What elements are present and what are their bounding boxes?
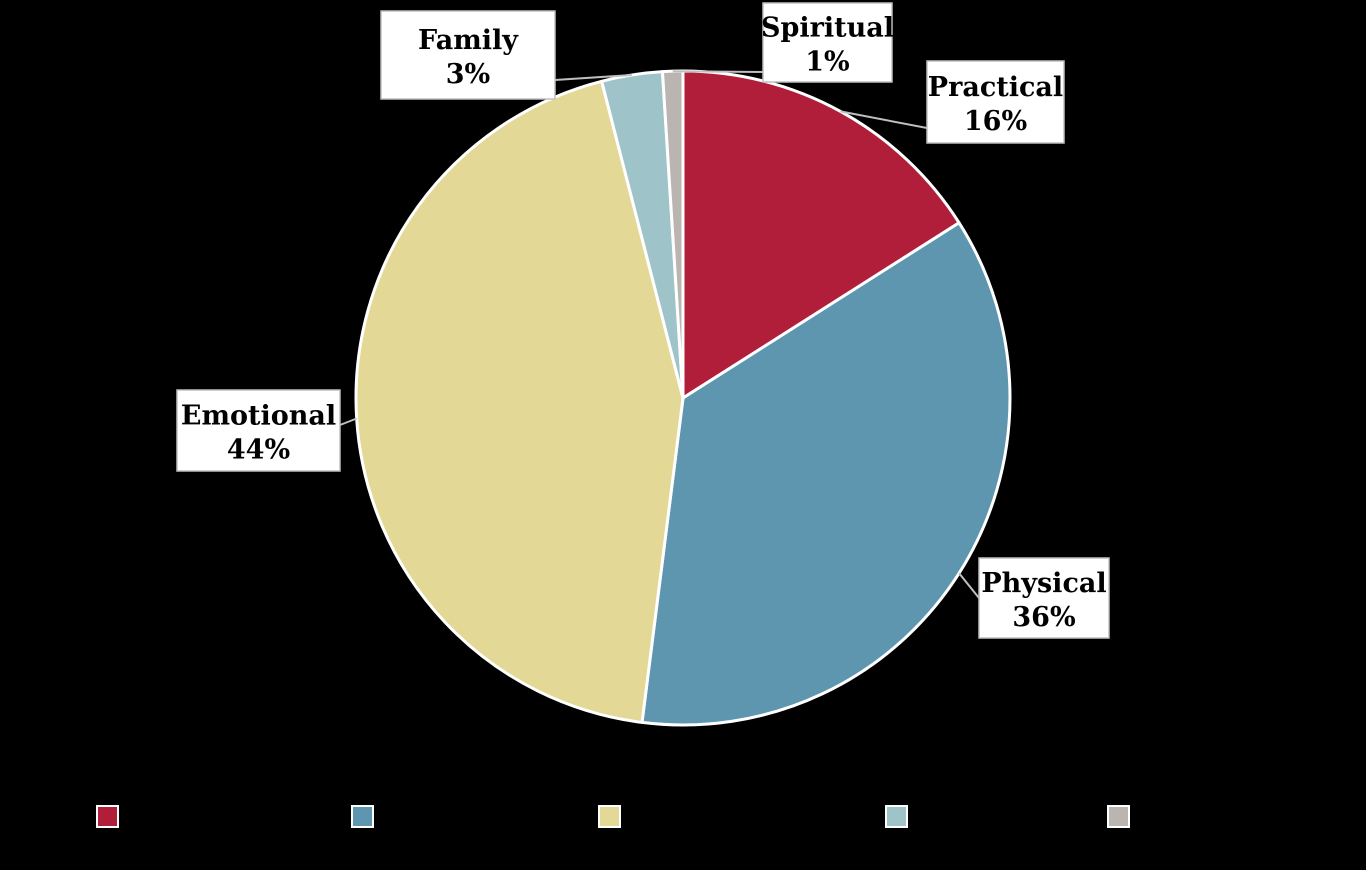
data-label-category: Spiritual	[761, 13, 894, 44]
data-label-category: Family	[418, 25, 519, 56]
legend-label: Spiritual	[1138, 805, 1226, 829]
pie-slice-emotional	[354, 79, 685, 724]
data-label-box	[978, 557, 1110, 639]
legend-label: Physical	[382, 805, 466, 829]
data-label-percent: 3%	[446, 59, 490, 90]
data-label-category: Physical	[981, 568, 1106, 599]
leader-line-practical	[840, 110, 928, 129]
data-label-category: Emotional	[181, 401, 336, 432]
legend-swatch	[1107, 805, 1130, 828]
data-label-box	[380, 10, 556, 100]
legend-item-spiritual: Spiritual	[1107, 805, 1226, 829]
legend-label: Emotional	[629, 805, 732, 829]
leader-line-spiritual	[672, 70, 764, 73]
data-label-percent: 44%	[227, 435, 290, 466]
data-label-box	[762, 2, 893, 83]
data-label-percent: 1%	[805, 47, 849, 78]
legend-item-practical: Practical	[96, 805, 217, 829]
data-label-box	[926, 60, 1065, 144]
legend-swatch	[598, 805, 621, 828]
data-label-percent: 36%	[1012, 602, 1075, 633]
legend-item-physical: Physical	[351, 805, 466, 829]
leader-line-physical	[958, 572, 980, 599]
legend-label: Practical	[127, 805, 217, 829]
leader-line-family	[554, 74, 632, 81]
legend-item-emotional: Emotional	[598, 805, 732, 829]
slices-layer	[354, 69, 1012, 727]
data-label-percent: 16%	[964, 106, 1027, 137]
legend-swatch	[351, 805, 374, 828]
leader-line-emotional	[339, 417, 357, 426]
legend-swatch	[96, 805, 119, 828]
data-label-box	[176, 389, 341, 472]
legend-swatch	[885, 805, 908, 828]
leader-lines	[339, 70, 980, 599]
legend-item-family: Family	[885, 805, 984, 829]
legend: Practical Physical Emotional Family Spiritua…	[96, 805, 1226, 829]
legend-label: Family	[916, 805, 984, 829]
data-label-category: Practical	[928, 72, 1063, 103]
